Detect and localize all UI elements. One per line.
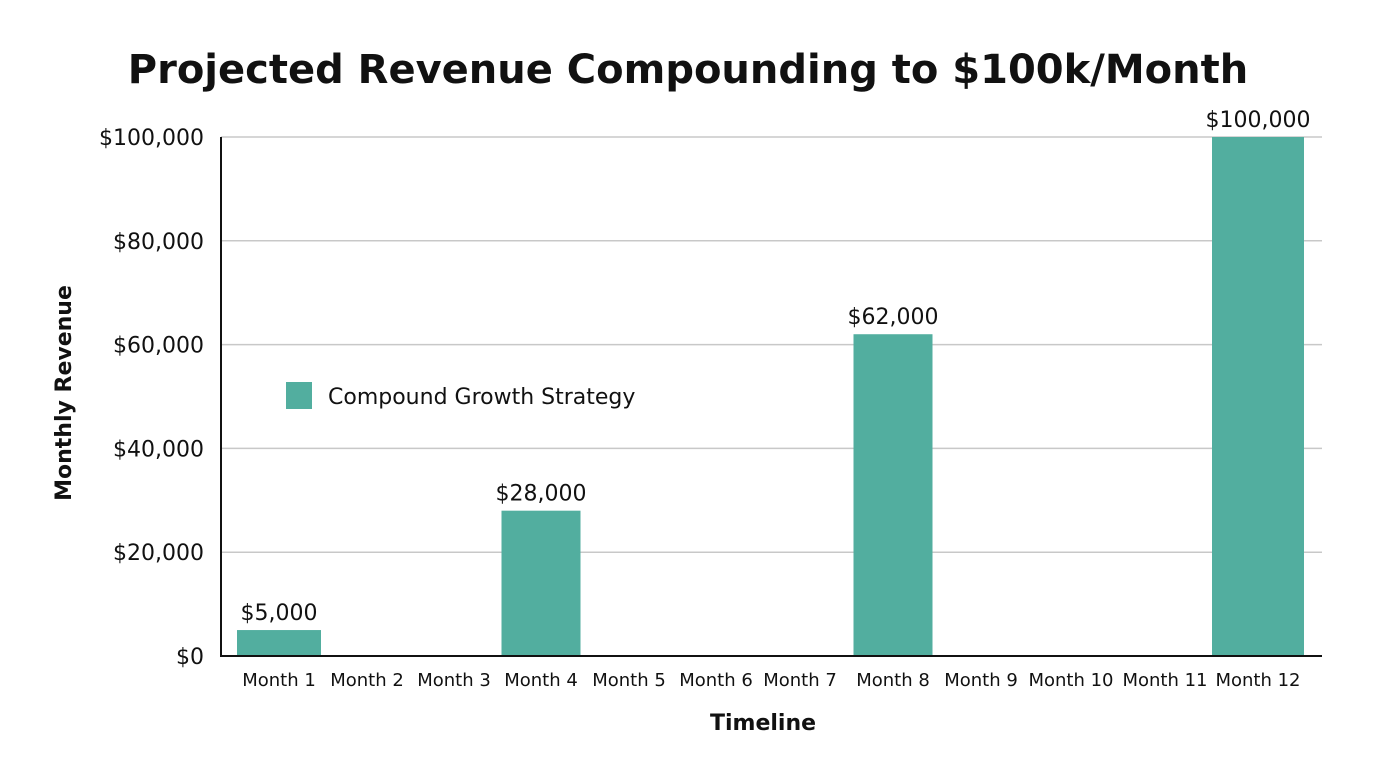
x-tick-label: Month 3 (417, 670, 491, 691)
x-tick-label: Month 1 (242, 670, 316, 691)
x-tick-label: Month 11 (1122, 670, 1207, 691)
x-tick-labels: Month 1 Month 2 Month 3 Month 4 Month 5 Month… (242, 670, 1300, 691)
data-label: $28,000 (496, 482, 587, 507)
x-tick-label: Month 7 (763, 670, 837, 691)
bar (237, 630, 321, 656)
y-tick-label: $60,000 (113, 334, 204, 359)
x-tick-label: Month 10 (1028, 670, 1113, 691)
y-tick-label: $100,000 (99, 126, 204, 151)
bar (501, 510, 581, 656)
legend-swatch (286, 382, 312, 409)
legend-label: Compound Growth Strategy (328, 385, 635, 410)
data-label: $62,000 (848, 305, 939, 330)
bars: $5,000 $28,000 $62,000 $100,000 (237, 108, 1310, 656)
bar (853, 334, 933, 656)
chart-title: Projected Revenue Compounding to $100k/M… (128, 47, 1248, 93)
y-tick-label: $80,000 (113, 230, 204, 255)
y-tick-label: $40,000 (113, 437, 204, 462)
x-axis-label: Timeline (710, 711, 816, 736)
x-tick-label: Month 4 (504, 670, 578, 691)
x-tick-label: Month 6 (679, 670, 753, 691)
data-label: $5,000 (241, 601, 318, 626)
x-tick-label: Month 8 (856, 670, 930, 691)
x-tick-label: Month 9 (944, 670, 1018, 691)
x-tick-label: Month 12 (1215, 670, 1300, 691)
y-tick-labels: $0 $20,000 $40,000 $60,000 $80,000 $100,000 (99, 126, 204, 670)
bar (1212, 137, 1304, 656)
legend: Compound Growth Strategy (286, 382, 635, 410)
x-tick-label: Month 5 (592, 670, 666, 691)
y-tick-label: $20,000 (113, 541, 204, 566)
data-label: $100,000 (1206, 108, 1311, 133)
gridlines (221, 136, 1322, 553)
x-tick-label: Month 2 (330, 670, 404, 691)
y-tick-label: $0 (176, 645, 204, 670)
y-axis-label: Monthly Revenue (52, 285, 77, 501)
